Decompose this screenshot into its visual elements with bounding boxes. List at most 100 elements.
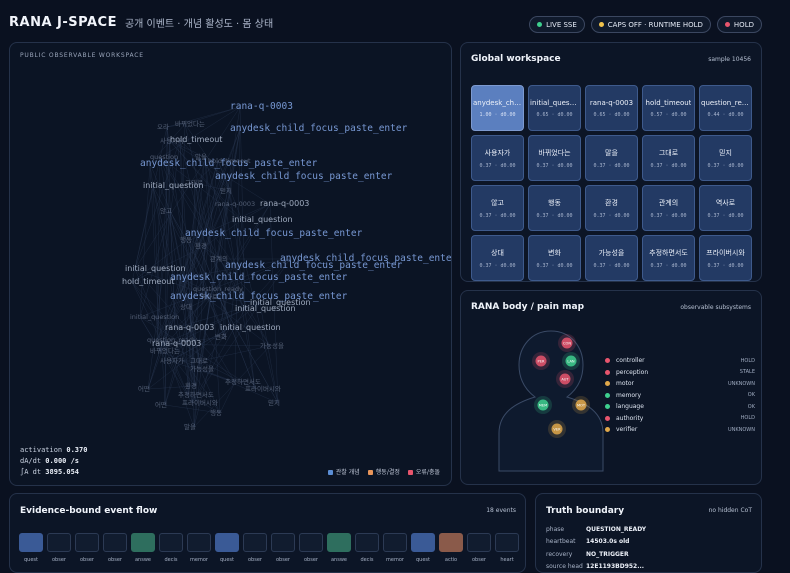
- concept-cell[interactable]: hold_timeout 0.57 · d0.00: [642, 85, 695, 131]
- graph-edge: [131, 233, 196, 283]
- graph-node-label: 어떤: [155, 400, 167, 409]
- body-node: [551, 423, 563, 435]
- event-item[interactable]: answe: [131, 533, 155, 563]
- legend-swatch: [327, 470, 333, 475]
- legend-swatch: [367, 470, 373, 475]
- concept-cell-label: initial_question: [530, 98, 579, 107]
- graph-edge: [244, 258, 291, 310]
- status-pill[interactable]: LIVE SSE: [529, 16, 585, 33]
- graph-edge: [131, 281, 189, 396]
- graph-edge: [193, 345, 271, 428]
- event-item[interactable]: quest: [411, 533, 435, 563]
- graph-edge: [159, 156, 196, 387]
- concept-cell-value: 0.37 · d0.00: [707, 212, 744, 219]
- graph-edge: [152, 185, 211, 298]
- concept-cell[interactable]: 변화 0.37 · d0.00: [528, 235, 581, 281]
- event-row: quest obser obser obser answe decis memor quest…: [19, 533, 519, 563]
- graph-edge: [179, 139, 189, 396]
- concept-cell[interactable]: rana-q-0003 0.65 · d0.00: [585, 85, 638, 131]
- concept-cell[interactable]: question_ready 0.44 · d0.00: [699, 85, 752, 131]
- concept-cell[interactable]: initial_question 0.65 · d0.00: [528, 85, 581, 131]
- integral-value: 3895.054: [45, 468, 80, 476]
- event-item[interactable]: obser: [75, 533, 99, 563]
- graph-node-label: anydesk_child_focus_paste_enter: [225, 260, 403, 271]
- status-dot-icon: [537, 22, 543, 27]
- concept-cell[interactable]: 말을 0.37 · d0.00: [585, 135, 638, 181]
- graph-node-label: 프라이버시와: [182, 398, 218, 407]
- graph-node-label: initial_question: [130, 313, 179, 321]
- body-map-panel: RANA body / pain map observable subsyste…: [460, 290, 762, 485]
- concept-cell[interactable]: 그대로 0.37 · d0.00: [642, 135, 695, 181]
- truth-values: phase QUESTION_READY heartbeat 14503.0s old…: [546, 523, 646, 573]
- event-label: answe: [330, 557, 347, 563]
- body-node: [537, 399, 549, 411]
- graph-node-label: 그대로: [185, 179, 203, 187]
- event-label: obser: [80, 557, 94, 563]
- event-item[interactable]: obser: [47, 533, 71, 563]
- event-item[interactable]: heart: [495, 533, 519, 563]
- event-item[interactable]: obser: [103, 533, 127, 563]
- subsystem-row: language OK: [605, 401, 755, 413]
- event-item[interactable]: quest: [19, 533, 43, 563]
- concept-cell[interactable]: 사용자가 0.37 · d0.00: [471, 135, 524, 181]
- concept-cell-label: 환경: [605, 198, 618, 207]
- event-item[interactable]: obser: [467, 533, 491, 563]
- event-item[interactable]: obser: [243, 533, 267, 563]
- concept-cell-value: 0.37 · d0.00: [593, 162, 630, 169]
- concept-cell[interactable]: 가능성을 0.37 · d0.00: [585, 235, 638, 281]
- concept-cell[interactable]: 관계의 0.37 · d0.00: [642, 185, 695, 231]
- event-item[interactable]: answe: [327, 533, 351, 563]
- event-label: quest: [24, 557, 38, 563]
- concept-cell[interactable]: 추정하면서도 0.37 · d0.00: [642, 235, 695, 281]
- event-item[interactable]: decis: [159, 533, 183, 563]
- concept-cell[interactable]: 상대 0.37 · d0.00: [471, 235, 524, 281]
- graph-node-label: 오라: [157, 122, 169, 131]
- graph-edge: [131, 281, 176, 329]
- truth-row: source head 12E1193BD952...: [546, 561, 646, 573]
- concept-cell-value: 0.37 · d0.00: [707, 262, 744, 269]
- graph-node-label: initial_question: [232, 215, 293, 224]
- concept-cell[interactable]: 행동 0.37 · d0.00: [528, 185, 581, 231]
- event-item[interactable]: obser: [299, 533, 323, 563]
- graph-node-label: rana-q-0003: [230, 101, 293, 112]
- status-pills: LIVE SSE CAPS OFF · RUNTIME HOLD HOLD: [529, 16, 762, 33]
- status-pill[interactable]: HOLD: [716, 16, 762, 33]
- event-box: [439, 533, 463, 552]
- truth-key: phase: [546, 525, 565, 533]
- concept-cell[interactable]: 믿지 0.37 · d0.00: [699, 135, 752, 181]
- event-box: [131, 533, 155, 552]
- graph-node-label: anydesk_child_focus_paste_enter: [140, 158, 318, 169]
- concept-cell-value: 0.37 · d0.00: [650, 212, 687, 219]
- concept-cell[interactable]: 환경 0.37 · d0.00: [585, 185, 638, 231]
- graph-edge: [209, 296, 261, 304]
- event-item[interactable]: quest: [215, 533, 239, 563]
- subsystem-row: perception STALE: [605, 367, 755, 379]
- subsystem-list: controller HOLD perception STALE motor UNKNOW…: [605, 355, 755, 436]
- concept-cell-value: 0.37 · d0.00: [479, 262, 516, 269]
- graph-node-label: initial_question: [143, 181, 204, 190]
- concept-cell[interactable]: 바뀌었다는 0.37 · d0.00: [528, 135, 581, 181]
- page-scrollbar[interactable]: [779, 0, 790, 573]
- event-item[interactable]: obser: [271, 533, 295, 563]
- status-pill[interactable]: CAPS OFF · RUNTIME HOLD: [590, 16, 711, 33]
- graph-node-label: 행동: [210, 408, 222, 417]
- graph-node-label: 관계의: [210, 254, 228, 263]
- event-box: [19, 533, 43, 552]
- graph-edge: [179, 139, 231, 192]
- graph-node-label: 프라이버시와: [245, 384, 281, 393]
- graph-node-label: rana-q-0003: [165, 323, 214, 332]
- graph-edge: [174, 302, 261, 329]
- concept-cell[interactable]: anydesk_chil… 1.00 · d0.00: [471, 85, 524, 131]
- event-item[interactable]: memor: [187, 533, 211, 563]
- concept-cell[interactable]: 역사로 0.37 · d0.00: [699, 185, 752, 231]
- graph-node-label: anydesk_child_focus_paste_enter: [185, 228, 363, 239]
- event-item[interactable]: memor: [383, 533, 407, 563]
- truth-row: heartbeat 14503.0s old: [546, 536, 646, 549]
- concept-cell-label: 가능성을: [598, 248, 625, 257]
- concept-cell[interactable]: 프라이버시와 0.37 · d0.00: [699, 235, 752, 281]
- concept-graph[interactable]: rana-q-0003 anydesk_child_focus_paste_ent…: [10, 43, 453, 487]
- concept-cell[interactable]: 않고 0.37 · d0.00: [471, 185, 524, 231]
- graph-edge: [269, 203, 279, 404]
- event-item[interactable]: decis: [355, 533, 379, 563]
- event-item[interactable]: actio: [439, 533, 463, 563]
